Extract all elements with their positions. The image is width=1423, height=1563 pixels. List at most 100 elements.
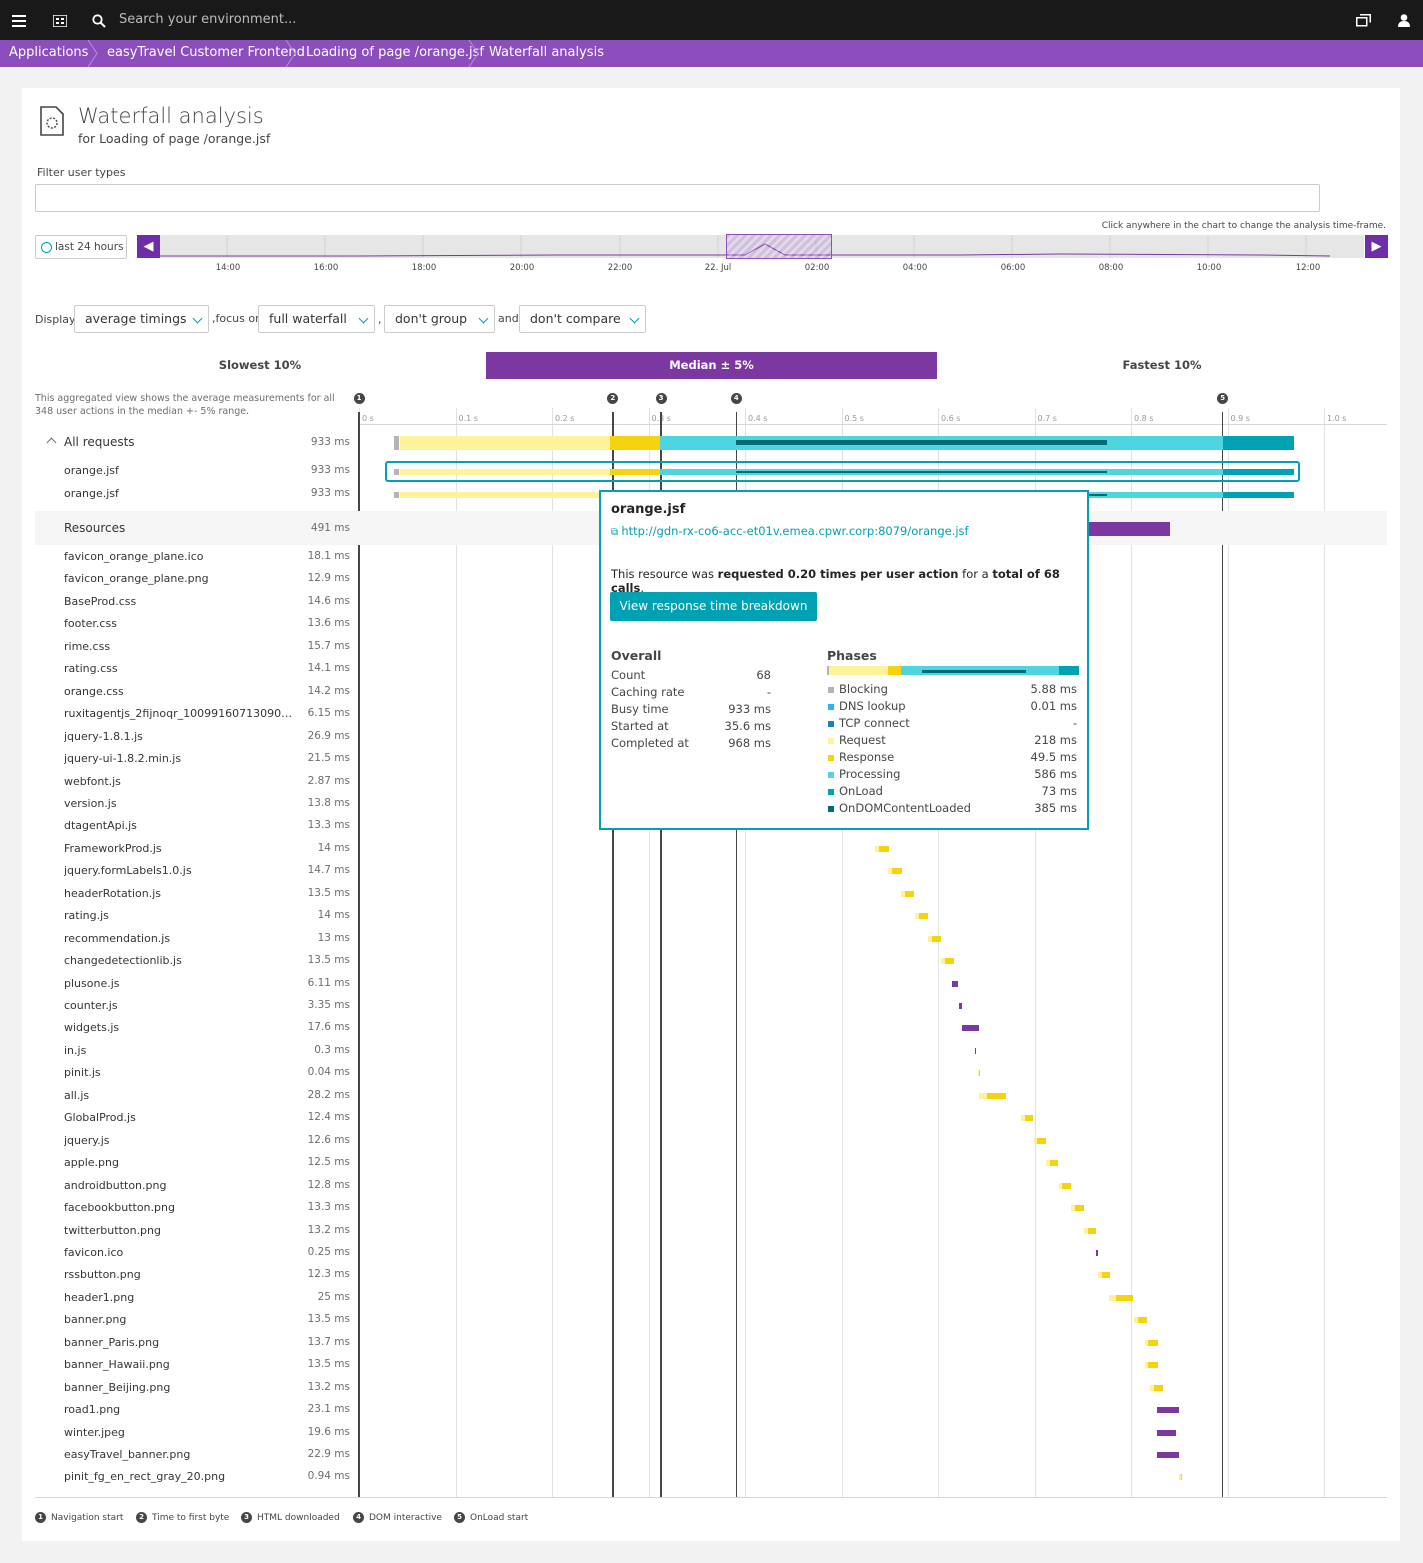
- resource-row-name[interactable]: plusone.js: [64, 976, 120, 990]
- resource-bar-response: [1101, 1272, 1111, 1279]
- phase-bar-request: [829, 666, 888, 675]
- breadcrumb-user-action[interactable]: Loading of page /orange.jsf: [306, 45, 484, 60]
- menu-icon[interactable]: [9, 0, 29, 40]
- resource-row-name[interactable]: rating.js: [64, 909, 109, 923]
- display-label: Display: [35, 313, 76, 326]
- search-input[interactable]: Search your environment...: [119, 12, 297, 27]
- resource-row-name[interactable]: widgets.js: [64, 1021, 120, 1035]
- tooltip-link[interactable]: ⧉ http://gdn-rx-co6-acc-et01v.emea.cpwr.…: [611, 524, 969, 538]
- segment-slowest[interactable]: Slowest 10%: [218, 358, 302, 372]
- request-row-bar-request: [399, 492, 610, 498]
- resource-row-name[interactable]: pinit.js: [64, 1066, 101, 1080]
- resource-row-name[interactable]: banner_Hawaii.png: [64, 1358, 170, 1372]
- all-requests-bar-domcontent: [736, 440, 1107, 445]
- resource-row-name[interactable]: FrameworkProd.js: [64, 841, 162, 855]
- resource-row-name[interactable]: changedetectionlib.js: [64, 954, 182, 968]
- resource-row-name[interactable]: all.js: [64, 1088, 90, 1102]
- resource-row-name[interactable]: header1.png: [64, 1290, 135, 1304]
- resource-row-name[interactable]: jquery.js: [64, 1133, 110, 1147]
- resources-time: 491 ms: [310, 522, 350, 534]
- resource-bar-request: [928, 935, 933, 942]
- sentence-part: This resource was: [611, 567, 718, 581]
- request-row-name[interactable]: orange.jsf: [64, 487, 119, 500]
- resource-row-name[interactable]: webfont.js: [64, 774, 121, 788]
- resource-row-name[interactable]: recommendation.js: [64, 931, 171, 945]
- resource-row-name[interactable]: androidbutton.png: [64, 1178, 167, 1192]
- timeline-prev-button[interactable]: ◀: [137, 235, 160, 258]
- resource-row-name[interactable]: headerRotation.js: [64, 886, 162, 900]
- resource-row-name[interactable]: apple.png: [64, 1156, 119, 1170]
- request-row-time: 933 ms: [310, 464, 350, 476]
- resource-row-name[interactable]: rssbutton.png: [64, 1268, 141, 1282]
- timeframe-label: last 24 hours: [55, 241, 124, 253]
- resource-row-name[interactable]: winter.jpeg: [64, 1425, 125, 1439]
- timeline-chart[interactable]: [160, 235, 1364, 258]
- resource-row-name[interactable]: ruxitagentjs_2fijnoqr_10099160713090540.…: [64, 707, 294, 721]
- resource-row-name[interactable]: easyTravel_banner.png: [64, 1448, 191, 1461]
- resource-row-name[interactable]: road1.png: [64, 1403, 121, 1417]
- resources-label[interactable]: Resources: [64, 521, 126, 535]
- segment-fastest[interactable]: Fastest 10%: [1122, 358, 1202, 372]
- resource-row-name[interactable]: BaseProd.css: [64, 594, 137, 608]
- resource-row-name[interactable]: pinit_fg_en_rect_gray_20.png: [64, 1470, 226, 1484]
- resource-row-name[interactable]: jquery.formLabels1.0.js: [64, 864, 192, 878]
- resource-row-name[interactable]: banner_Paris.png: [64, 1335, 160, 1349]
- resource-row-name[interactable]: footer.css: [64, 617, 117, 631]
- search-icon[interactable]: [89, 0, 109, 40]
- dashboard-icon[interactable]: [50, 0, 70, 40]
- resource-row-name[interactable]: favicon_orange_plane.ico: [64, 550, 204, 563]
- segment-median[interactable]: Median ± 5%: [486, 352, 937, 379]
- phase-value: -: [1072, 716, 1077, 730]
- resource-row-name[interactable]: rating.css: [64, 662, 118, 676]
- timeline-selection[interactable]: [726, 234, 832, 259]
- marker-badge: 3: [655, 393, 667, 404]
- resource-bar-request: [1108, 1294, 1117, 1301]
- timeline-next-button[interactable]: ▶: [1365, 235, 1388, 258]
- all-requests-bar-onload: [1222, 436, 1295, 450]
- filter-user-types-input[interactable]: [35, 184, 1320, 212]
- focus-select[interactable]: full waterfall: [258, 305, 375, 333]
- resource-row-time: 14.6 ms: [307, 594, 350, 607]
- resource-row-name[interactable]: banner.png: [64, 1313, 127, 1327]
- collapse-chevron-icon[interactable]: [46, 437, 57, 448]
- windows-icon[interactable]: [1353, 0, 1373, 40]
- resource-row-name[interactable]: in.js: [64, 1043, 87, 1057]
- overall-value: 933 ms: [728, 702, 771, 716]
- resource-row-time: 6.11 ms: [307, 976, 350, 989]
- breadcrumb-applications[interactable]: Applications: [9, 45, 89, 60]
- resource-row-name[interactable]: orange.css: [64, 684, 124, 698]
- timeline-tick: 22:00: [607, 263, 633, 273]
- focus-label: ,focus on: [212, 312, 263, 325]
- resource-row-name[interactable]: twitterbutton.png: [64, 1223, 161, 1237]
- resource-row-name[interactable]: facebookbutton.png: [64, 1201, 175, 1215]
- timeframe-button[interactable]: last 24 hours: [35, 235, 127, 259]
- resource-row-name[interactable]: counter.js: [64, 999, 118, 1012]
- display-select[interactable]: average timings: [74, 305, 209, 333]
- resource-bar-request: [1058, 1182, 1063, 1189]
- resource-row-name[interactable]: favicon_orange_plane.png: [64, 572, 209, 586]
- resource-row-name[interactable]: version.js: [64, 796, 117, 810]
- resource-bar-response: [879, 845, 889, 852]
- compare-select[interactable]: don't compare: [519, 305, 646, 333]
- user-icon[interactable]: [1394, 0, 1414, 40]
- axis-tick-label: 0.1 s: [458, 414, 478, 423]
- axis-tick-label: 0 s: [362, 414, 374, 423]
- resource-bar-request: [1020, 1115, 1025, 1122]
- marker-line: [1221, 412, 1224, 1497]
- resource-row-time: 14 ms: [317, 909, 350, 922]
- resource-row-name[interactable]: GlobalProd.js: [64, 1111, 136, 1125]
- resource-row-name[interactable]: jquery-ui-1.8.2.min.js: [64, 752, 182, 766]
- group-select[interactable]: don't group: [384, 305, 495, 333]
- breadcrumb-application[interactable]: easyTravel Customer Frontend: [107, 45, 305, 60]
- resource-bar-request: [1133, 1317, 1138, 1324]
- resource-row-name[interactable]: rime.css: [64, 639, 111, 653]
- request-row-name[interactable]: orange.jsf: [64, 464, 119, 477]
- resource-row-name[interactable]: jquery-1.8.1.js: [64, 729, 143, 743]
- resource-row-name[interactable]: favicon.ico: [64, 1245, 124, 1259]
- axis-tick-label: 0.4 s: [748, 414, 768, 423]
- all-requests-label[interactable]: All requests: [64, 435, 135, 449]
- resource-row-name[interactable]: dtagentApi.js: [64, 819, 137, 833]
- view-breakdown-button[interactable]: View response time breakdown: [610, 592, 817, 621]
- bottom-line: [35, 1497, 1387, 1498]
- resource-row-name[interactable]: banner_Beijing.png: [64, 1380, 171, 1394]
